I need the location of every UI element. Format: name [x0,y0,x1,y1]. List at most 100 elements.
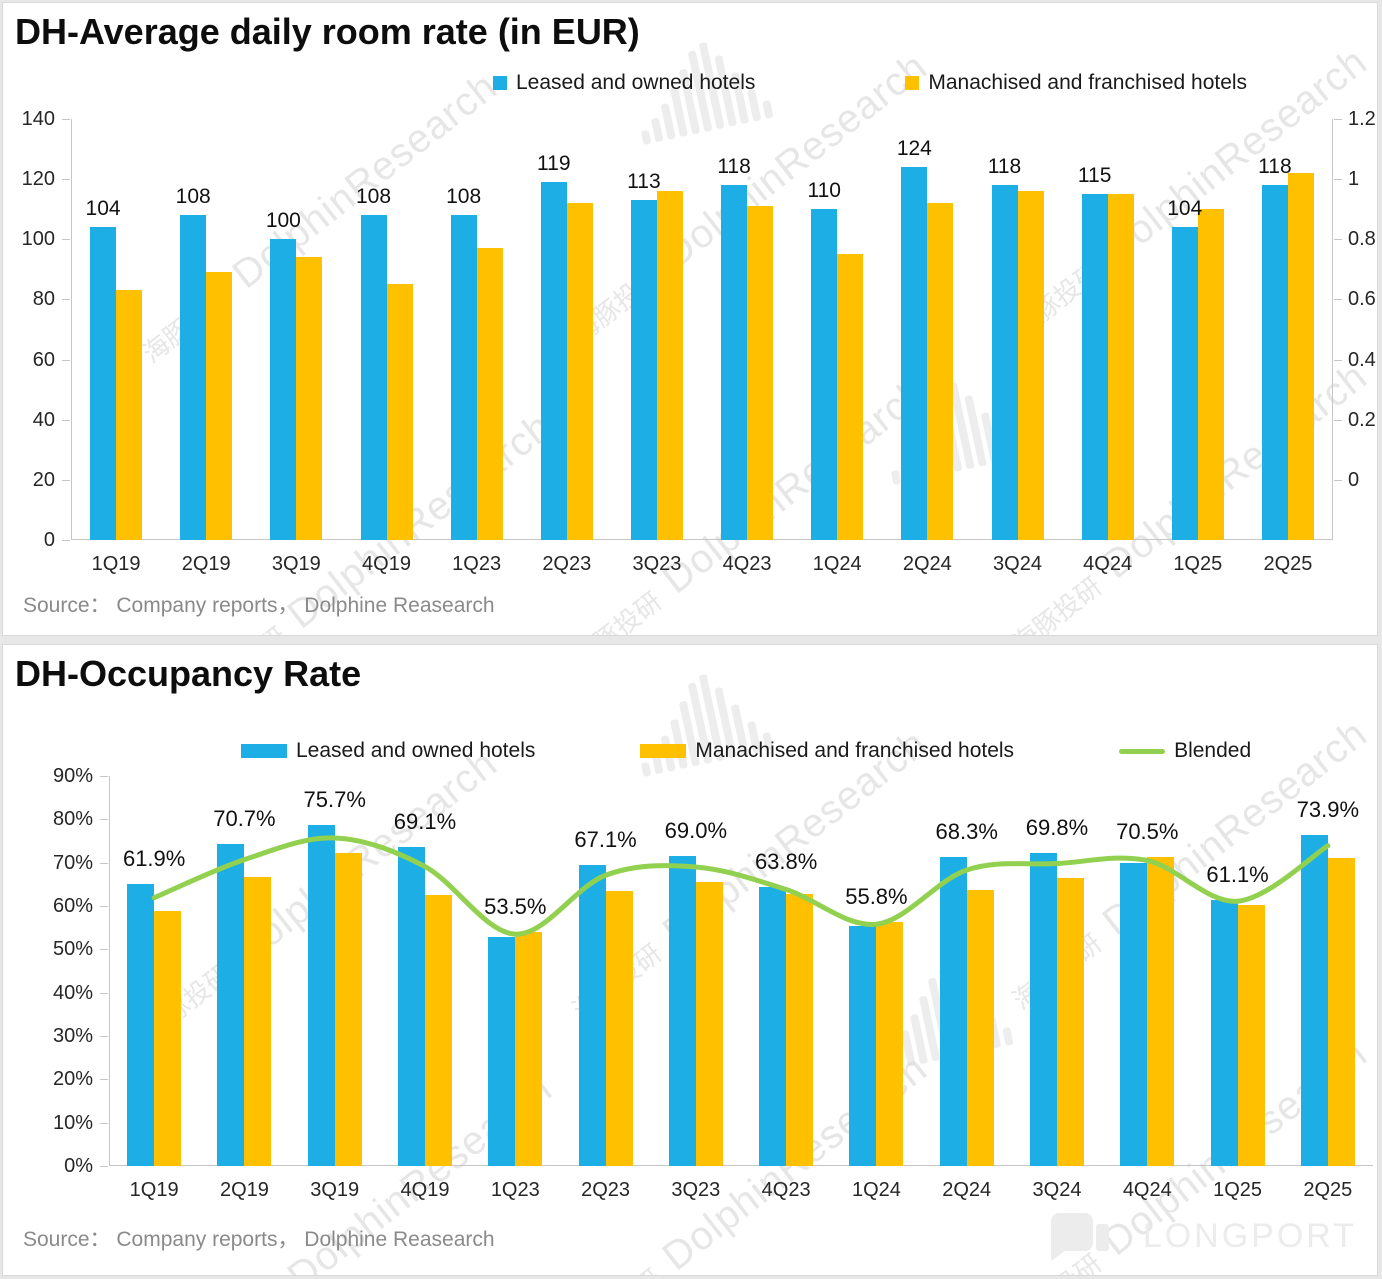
right-axis-tick [1334,119,1342,120]
bar-leased-owned [360,215,387,540]
blended-legend-label: Blended [1174,739,1252,762]
x-axis-label: 2Q23 [542,553,592,575]
right-axis-tick [1334,299,1342,300]
bar-leased-owned [1171,227,1198,540]
bar-leased-owned [901,167,928,540]
data-label: 73.9% [1296,796,1360,822]
adr-chart-legend: Leased and owned hotels Manachised and f… [493,71,1247,95]
right-axis-tick [1334,420,1342,421]
data-label: 69.0% [664,818,728,844]
bar-manachised-franchised [296,257,323,540]
x-axis-label: 2Q19 [181,553,231,575]
bar-manachised-franchised [927,203,954,540]
data-label: 104 [85,197,121,221]
bar-manachised-franchised [1057,877,1084,1166]
y-axis-tick-label: 30% [52,1025,93,1047]
bar-manachised-franchised [1107,194,1134,540]
data-label: 113 [627,170,661,194]
bar-manachised-franchised [1017,191,1044,540]
bar-leased-owned [217,844,245,1166]
x-axis-label: 1Q25 [1213,1179,1263,1201]
y-axis-tick [100,1166,108,1167]
x-axis-label: 4Q19 [400,1179,450,1201]
bar-manachised-franchised [786,893,814,1166]
bar-leased-owned [811,209,838,540]
y-axis-tick [100,993,108,994]
bar-leased-owned [759,886,787,1166]
bar-manachised-franchised [1147,857,1175,1166]
bar-manachised-franchised [476,248,503,540]
bar-manachised-franchised [386,284,413,540]
y-axis-tick-label: 0 [43,529,55,551]
right-axis-tick-label: 0.4 [1348,348,1376,371]
bar-manachised-franchised [1237,905,1265,1166]
manachised-franchised-swatch-icon [640,744,687,758]
y-axis-tick [100,819,108,820]
leased-owned-swatch-icon [241,744,287,758]
data-label: 124 [896,137,932,161]
bar-leased-owned [488,936,516,1166]
x-axis-label: 4Q19 [362,553,411,575]
x-axis-label: 3Q23 [671,1179,721,1201]
data-label: 110 [807,179,841,203]
bar-manachised-franchised [1327,858,1355,1166]
x-axis-label: 2Q23 [581,1179,631,1201]
data-label: 100 [265,209,301,233]
x-axis-label: 3Q24 [993,553,1042,575]
bar-leased-owned [127,884,155,1166]
occupancy-plot-area: 61.9% 70.7% 75.7% 69.1% 53.5% 67.1% 69.0% 63.8%… [109,776,1373,1166]
right-axis-tick [1334,239,1342,240]
right-axis-tick [1334,179,1342,180]
y-axis-tick [62,119,70,120]
occupancy-chart-panel: 海豚投研DolphinResearch海豚投研DolphinResearch海豚… [2,644,1378,1276]
y-axis-tick [100,1036,108,1037]
manachised-franchised-legend-label: Manachised and franchised hotels [695,739,1015,762]
y-axis-tick [100,1079,108,1080]
x-axis-label: 3Q24 [1032,1179,1082,1201]
data-label: 70.5% [1116,819,1179,845]
x-axis-label: 2Q24 [902,553,952,575]
x-axis-label: 4Q24 [1122,1179,1172,1201]
x-axis-label: 2Q19 [219,1179,269,1201]
bar-manachised-franchised [154,911,182,1166]
right-axis-tick-label: 0.2 [1348,408,1376,431]
y-axis-tick [62,360,70,361]
blended-line-swatch-icon [1119,748,1166,754]
y-axis-tick-label: 80% [52,808,93,831]
watermark-zh-text: 海豚投研 [192,621,292,635]
adr-chart-panel: 海豚投研DolphinResearch海豚投研DolphinResearch海豚… [2,2,1378,636]
right-axis-line [1332,119,1333,540]
y-axis-tick-label: 120 [21,168,55,191]
bar-leased-owned [270,239,297,540]
bar-leased-owned [180,215,207,540]
x-axis-label: 4Q23 [722,553,772,575]
bar-leased-owned [849,925,877,1166]
x-axis-label: 2Q25 [1263,553,1313,575]
y-axis-tick-label: 100 [21,228,55,251]
data-label: 119 [537,152,571,176]
data-label: 108 [355,185,392,209]
bar-manachised-franchised [116,290,143,540]
x-axis-label: 1Q19 [129,1179,179,1201]
y-axis-tick-label: 40 [32,408,55,431]
y-axis-tick-label: 0% [64,1155,93,1177]
data-label: 118 [1258,155,1292,179]
y-axis-line [71,119,72,540]
data-label: 69.8% [1025,814,1089,840]
longport-icon [1050,1213,1109,1261]
y-axis-tick [100,863,108,864]
bar-manachised-franchised [656,191,683,540]
manachised-franchised-legend-label: Manachised and franchised hotels [928,71,1248,94]
x-axis-label: 1Q19 [91,553,141,575]
x-axis-label: 1Q23 [490,1179,540,1201]
data-label: 55.8% [845,884,908,910]
legend-item-manachised-franchised: Manachised and franchised hotels [640,739,1014,763]
y-axis-tick [100,1123,108,1124]
occupancy-chart-title: DH-Occupancy Rate [15,653,362,694]
y-axis-line [109,776,110,1166]
data-label: 108 [175,185,211,209]
x-axis-line [109,1165,1373,1166]
adr-plot-area: 104 108 100 108 108 119 113 118 110 124 118 115 104 1… [71,119,1333,540]
x-axis-label: 3Q19 [310,1179,360,1201]
bar-manachised-franchised [966,889,994,1166]
